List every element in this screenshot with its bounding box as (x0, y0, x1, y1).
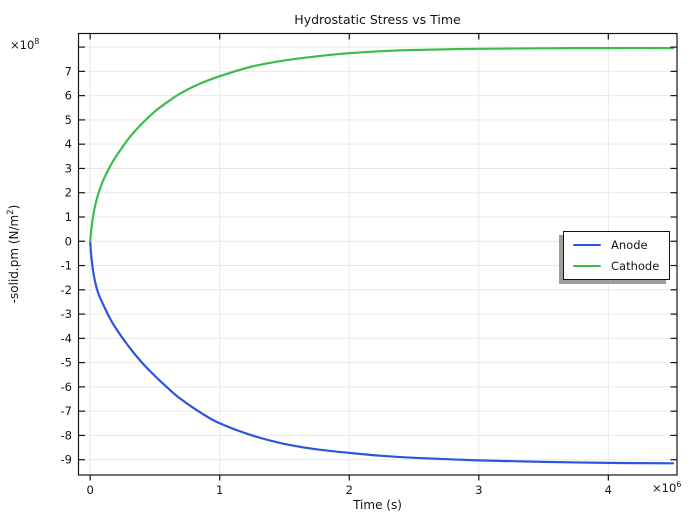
cathode-curve (89, 46, 675, 243)
anode-line-swatch (573, 243, 601, 247)
anode-curve (89, 240, 675, 465)
y-tick-label: 5 (65, 113, 72, 127)
y-tick-label: 3 (65, 161, 72, 175)
x-tick-label: 4 (605, 483, 612, 497)
y-tick-label: 6 (65, 89, 72, 103)
axis-frame-and-ticks (77, 32, 678, 481)
x-tick-label: 1 (216, 483, 223, 497)
y-tick-label: 2 (65, 186, 72, 200)
series-curves (89, 46, 675, 465)
y-scale-exponent: 8 (34, 37, 40, 47)
y-tick-label: 1 (65, 210, 72, 224)
plot-frame (77, 32, 678, 476)
y-tick-label: -8 (61, 428, 72, 442)
y-tick-label: 4 (65, 137, 72, 151)
x-axis-title: Time (s) (353, 498, 402, 512)
y-tick-label: -2 (61, 283, 72, 297)
legend-label-anode: Anode (611, 238, 648, 252)
chart-title: Hydrostatic Stress vs Time (294, 12, 461, 27)
y-tick-label: -9 (61, 453, 72, 467)
y-tick-label: -7 (61, 404, 72, 418)
y-scale-base: ×10 (10, 38, 35, 52)
y-tick-label: -1 (61, 259, 72, 273)
x-scale-exponent: 6 (676, 480, 682, 490)
x-tick-label: 2 (346, 483, 353, 497)
y-tick-label: -4 (61, 331, 72, 345)
y-tick-label: 7 (65, 64, 72, 78)
x-tick-label: 3 (475, 483, 482, 497)
legend-item-cathode: Cathode (573, 259, 659, 273)
y-tick-label: 0 (65, 234, 72, 248)
x-tick-label: 0 (86, 483, 93, 497)
y-tick-label: -3 (61, 307, 72, 321)
y-axis-scale-label: ×108 (10, 38, 39, 52)
tick-labels: 0 1 2 3 4 7 6 5 4 3 2 1 0 -1 -2 -3 -4 -5 -6 -7 -8 -9 (61, 64, 612, 497)
legend-item-anode: Anode (573, 238, 659, 252)
y-tick-label: -6 (61, 380, 72, 394)
legend-label-cathode: Cathode (611, 259, 660, 273)
x-scale-base: ×10 (652, 481, 677, 495)
x-axis-scale-label: ×106 (652, 481, 681, 495)
y-tick-label: -5 (61, 356, 72, 370)
legend: Anode Cathode (563, 231, 671, 280)
cathode-line-swatch (573, 264, 601, 268)
